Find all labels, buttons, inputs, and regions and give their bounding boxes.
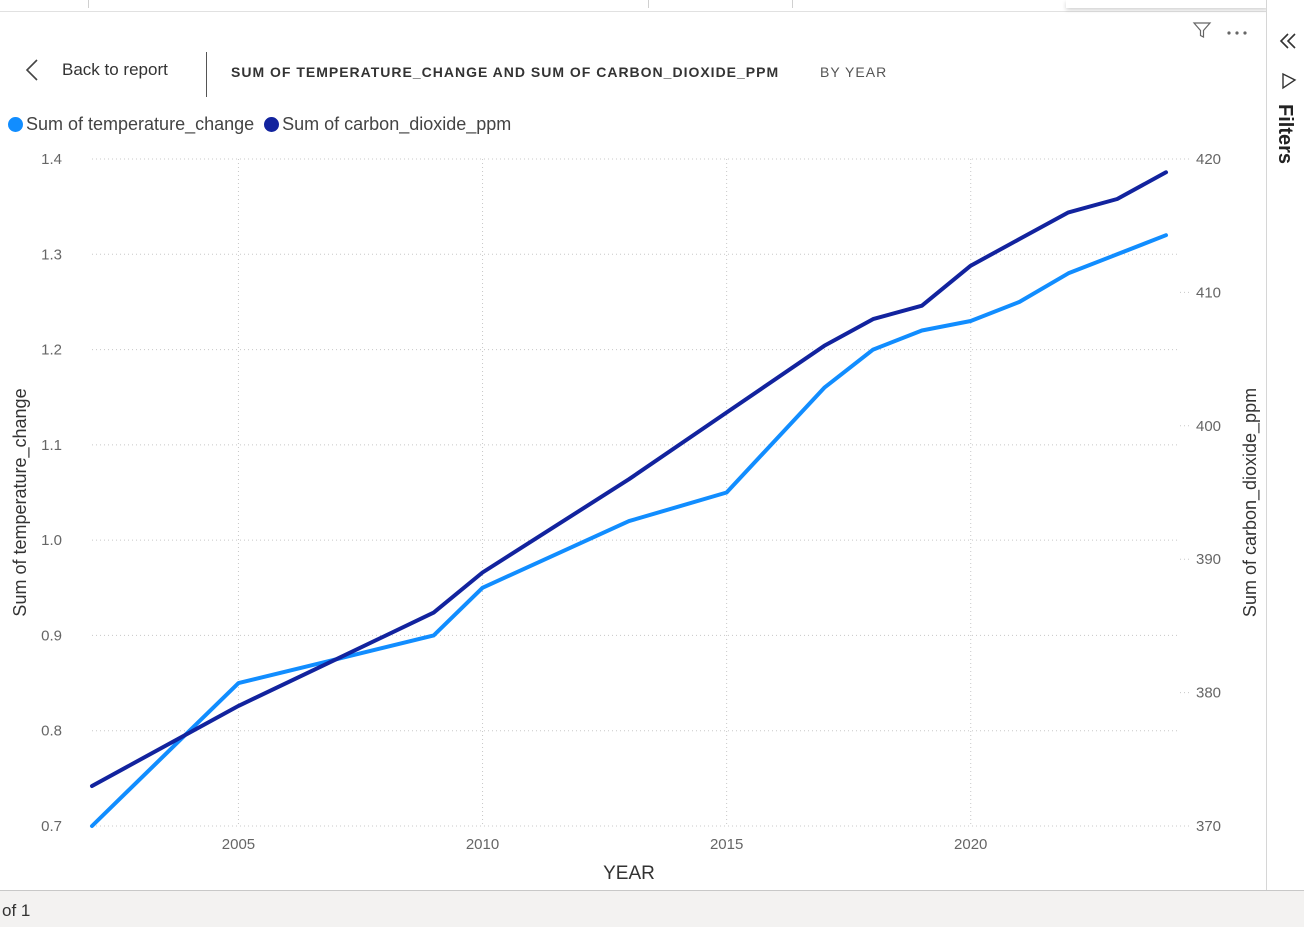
strip-divider — [648, 0, 649, 8]
y-left-tick-label: 0.8 — [41, 723, 62, 740]
legend-dot — [264, 117, 280, 132]
y-left-tick-label: 1.1 — [41, 437, 62, 454]
y-left-tick-label: 1.3 — [41, 246, 62, 263]
y-left-tick-label: 0.9 — [41, 627, 62, 644]
strip-divider — [88, 0, 89, 8]
y-right-axis-title: Sum of carbon_dioxide_ppm — [1240, 388, 1261, 617]
filters-pane: Filters — [1266, 0, 1304, 890]
more-options-icon[interactable] — [1226, 24, 1248, 42]
y-left-tick-label: 1.4 — [41, 151, 62, 168]
y-right-tick-label: 390 — [1196, 551, 1221, 568]
y-left-tick-label: 1.2 — [41, 342, 62, 359]
x-axis-title: YEAR — [603, 863, 655, 884]
visual-by-label: BY YEAR — [820, 64, 888, 80]
visual-header-icons — [1192, 20, 1248, 45]
y-right-tick-label: 380 — [1196, 685, 1221, 702]
visual-header: Back to report SUM OF TEMPERATURE_CHANGE… — [0, 50, 1000, 98]
filters-pane-label[interactable]: Filters — [1274, 104, 1296, 165]
strip-divider — [792, 0, 793, 8]
chart-legend: Sum of temperature_change Sum of carbon_… — [8, 114, 521, 135]
chevron-left-icon — [25, 59, 38, 81]
temperature-change-series-line — [90, 233, 1168, 828]
y-right-tick-label: 410 — [1196, 284, 1221, 301]
filter-pane-icon — [1282, 72, 1297, 90]
top-strip — [0, 0, 1268, 12]
co2-ppm-series-line — [90, 170, 1168, 788]
legend-item-co2[interactable]: Sum of carbon_dioxide_ppm — [264, 114, 511, 135]
y-left-tick-label: 0.7 — [41, 818, 62, 835]
legend-item-temperature[interactable]: Sum of temperature_change — [8, 114, 254, 135]
back-to-report-button[interactable]: Back to report — [22, 58, 168, 82]
legend-label: Sum of temperature_change — [26, 114, 255, 134]
back-to-report-label: Back to report — [62, 60, 168, 79]
x-tick-label: 2020 — [954, 836, 987, 853]
page-footer: of 1 — [0, 890, 1304, 927]
y-left-axis-title: Sum of temperature_change — [10, 388, 31, 616]
x-tick-label: 2015 — [710, 836, 743, 853]
legend-label: Sum of carbon_dioxide_ppm — [282, 114, 512, 134]
legend-dot — [8, 117, 23, 132]
line-chart: 0.7 0.8 0.9 1.0 1.1 1.2 1.3 1.4 370 380 390 400 410 4… — [10, 151, 1261, 884]
x-tick-label: 2005 — [222, 836, 255, 853]
y-right-tick-label: 370 — [1196, 818, 1221, 835]
page-indicator: of 1 — [2, 901, 31, 920]
filter-icon[interactable] — [1192, 20, 1212, 45]
y-right-tick-label: 400 — [1196, 418, 1221, 435]
visual-header-shadow — [1066, 0, 1268, 8]
x-tick-label: 2010 — [466, 836, 499, 853]
header-divider — [206, 52, 207, 97]
visual-title: SUM OF TEMPERATURE_CHANGE AND SUM OF CAR… — [231, 64, 780, 80]
y-right-tick-label: 420 — [1196, 151, 1221, 168]
collapse-pane-icon[interactable] — [1277, 30, 1299, 52]
y-left-tick-label: 1.0 — [41, 532, 62, 549]
